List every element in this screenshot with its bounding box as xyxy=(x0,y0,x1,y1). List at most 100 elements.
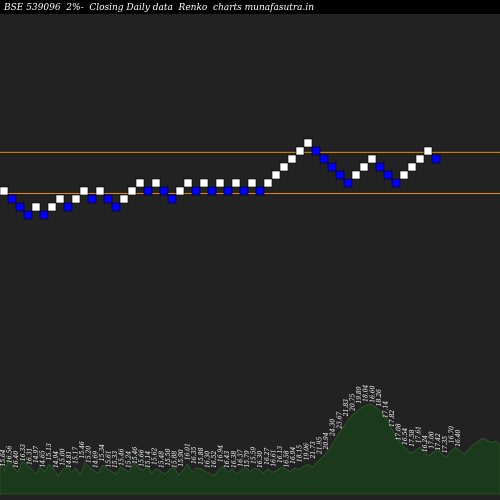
volume-label: 15.79 xyxy=(244,450,251,467)
renko-brick-down xyxy=(103,194,113,204)
volume-label: 21.83 xyxy=(343,399,350,417)
volume-label: 15.66 xyxy=(139,449,146,466)
volume-label: 21.95 xyxy=(317,437,324,455)
volume-label: 15.34 xyxy=(99,444,106,461)
renko-brick-down xyxy=(63,202,73,212)
volume-label: 16.38 xyxy=(231,451,238,468)
renko-brick-down xyxy=(39,210,49,220)
renko-brick-down xyxy=(15,202,25,212)
volume-label: 17.82 xyxy=(389,410,396,427)
renko-brick-down xyxy=(319,154,329,164)
volume-label: 16.56 xyxy=(7,446,14,463)
renko-brick-up xyxy=(31,202,41,212)
volume-label: 16.33 xyxy=(20,444,27,461)
renko-brick-down xyxy=(239,186,249,196)
volume-label: 14.97 xyxy=(33,446,40,463)
renko-brick-down xyxy=(143,186,153,196)
volume-label: 15.46 xyxy=(132,447,139,464)
volume-label: 16.60 xyxy=(369,385,376,402)
renko-brick-down xyxy=(159,186,169,196)
volume-label: 15.50 xyxy=(165,448,172,465)
volume-label: 15.64 xyxy=(0,449,7,466)
renko-brick-down xyxy=(383,170,393,180)
renko-brick-up xyxy=(231,178,241,188)
volume-label: 16.35 xyxy=(191,447,198,464)
volume-label: 15.46 xyxy=(119,448,126,465)
renko-brick-down xyxy=(327,162,337,172)
volume-label: 15.62 xyxy=(152,447,159,464)
volume-label: 16.30 xyxy=(257,451,264,468)
volume-label: 20.94 xyxy=(323,432,330,450)
renko-brick-up xyxy=(295,146,305,156)
renko-brick-down xyxy=(335,170,345,180)
volume-label: 15.13 xyxy=(46,443,53,460)
renko-brick-up xyxy=(135,178,145,188)
renko-brick-up xyxy=(175,186,185,196)
volume-label: 15.59 xyxy=(251,447,258,464)
volume-label: 17.61 xyxy=(415,426,422,443)
renko-brick-up xyxy=(0,186,9,196)
renko-brick-up xyxy=(407,162,417,172)
volume-label: 15.88 xyxy=(198,447,205,464)
volume-label: 15.24 xyxy=(125,451,132,468)
volume-label: 16.58 xyxy=(284,450,291,467)
volume-label: 15.17 xyxy=(73,447,80,464)
volume-label: 16.27 xyxy=(264,447,271,464)
volume-label: 16.94 xyxy=(218,445,225,462)
renko-brick-up xyxy=(399,170,409,180)
volume-label: 16.61 xyxy=(270,449,277,466)
renko-brick-up xyxy=(55,194,65,204)
volume-label: 16.24 xyxy=(422,435,429,452)
volume-label: 20.75 xyxy=(350,393,357,411)
volume-label: 17.58 xyxy=(409,429,416,446)
volume-label: 16.43 xyxy=(224,451,231,468)
volume-label: 15.20 xyxy=(86,446,93,463)
renko-brick-up xyxy=(359,162,369,172)
volume-label: 23.67 xyxy=(336,411,343,429)
renko-brick-down xyxy=(191,186,201,196)
volume-label: 16.40 xyxy=(455,429,462,446)
volume-label: 18.15 xyxy=(297,445,304,462)
renko-brick-up xyxy=(119,194,129,204)
volume-label: 18.04 xyxy=(363,384,370,401)
renko-brick-up xyxy=(351,170,361,180)
volume-label: 14.94 xyxy=(53,451,60,468)
chart-title: BSE 539096 2%- Closing Daily data Renko … xyxy=(4,3,315,13)
volume-label: 16.70 xyxy=(448,426,455,443)
renko-brick-up xyxy=(415,154,425,164)
volume-label: 16.94 xyxy=(290,446,297,463)
renko-brick-down xyxy=(343,178,353,188)
plot-panel xyxy=(0,14,500,500)
renko-brick-down xyxy=(87,194,97,204)
renko-brick-up xyxy=(183,178,193,188)
volume-label: 15.61 xyxy=(106,450,113,467)
volume-label: 15.48 xyxy=(158,451,165,468)
renko-brick-down xyxy=(255,186,265,196)
renko-brick-up xyxy=(423,146,433,156)
renko-brick-up xyxy=(303,138,313,148)
renko-brick-up xyxy=(279,162,289,172)
volume-label: 16.01 xyxy=(185,443,192,460)
volume-label: 18.26 xyxy=(376,389,383,406)
volume-label: 16.13 xyxy=(277,446,284,463)
renko-brick-down xyxy=(7,194,17,204)
renko-brick-up xyxy=(199,178,209,188)
volume-label: 15.00 xyxy=(59,448,66,465)
volume-label: 15.14 xyxy=(145,451,152,468)
renko-brick-down xyxy=(23,210,33,220)
renko-brick-down xyxy=(111,202,121,212)
volume-label: 17.14 xyxy=(383,401,390,418)
volume-label: 17.08 xyxy=(396,423,403,440)
renko-brick-up xyxy=(95,186,105,196)
volume-label: 14.65 xyxy=(40,450,47,467)
renko-brick-down xyxy=(223,186,233,196)
renko-brick-up xyxy=(151,178,161,188)
renko-brick-down xyxy=(207,186,217,196)
renko-brick-up xyxy=(79,186,89,196)
volume-label: 16.40 xyxy=(13,451,20,468)
renko-brick-down xyxy=(391,178,401,188)
renko-brick-up xyxy=(47,202,57,212)
volume-label: 16.52 xyxy=(211,451,218,468)
